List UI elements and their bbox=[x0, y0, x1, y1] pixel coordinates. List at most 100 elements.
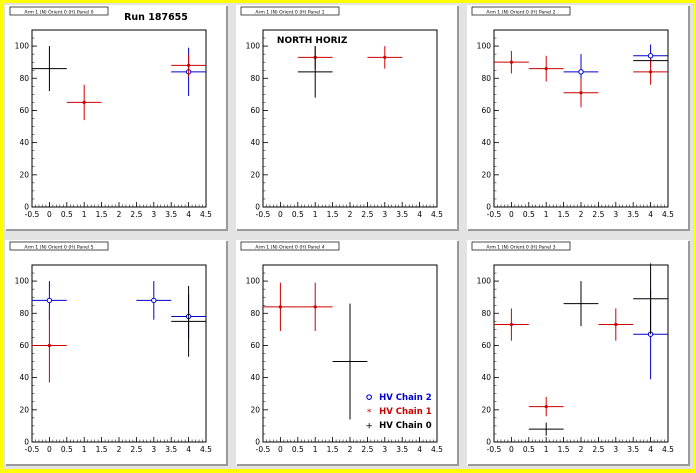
y-tick-label: 100 bbox=[246, 42, 261, 51]
x-tick-label: 0.5 bbox=[523, 210, 535, 219]
y-tick-label: 80 bbox=[481, 309, 491, 318]
panel-title: Arm 1 (N) Orient 0 (H) Panel 3 bbox=[486, 244, 555, 250]
star-marker bbox=[614, 322, 618, 327]
x-tick-label: 1 bbox=[313, 445, 318, 454]
y-tick-label: 20 bbox=[481, 170, 491, 179]
legend-label: HV Chain 0 bbox=[379, 421, 432, 431]
panel-title: Arm 1 (N) Orient 0 (H) Panel 2 bbox=[486, 9, 555, 15]
panel-title: Arm 1 (N) Orient 0 (H) Panel 5 bbox=[24, 244, 93, 250]
panel-0: Arm 1 (N) Orient 0 (H) Panel 0-0.5 0 0.5 1 1… bbox=[5, 5, 228, 231]
y-tick-label: 40 bbox=[481, 138, 491, 147]
x-tick-label: 2 bbox=[348, 445, 353, 454]
legend-marker: + bbox=[365, 422, 373, 432]
legend-label: HV Chain 1 bbox=[379, 407, 432, 417]
star-marker bbox=[509, 60, 513, 64]
y-tick-label: 80 bbox=[481, 74, 491, 83]
x-tick-label: 3 bbox=[382, 445, 387, 454]
data-point bbox=[32, 46, 67, 92]
x-tick-label: 2.5 bbox=[130, 445, 142, 454]
x-tick-label: 2.5 bbox=[361, 210, 373, 219]
y-tick-label: 60 bbox=[481, 341, 491, 350]
y-tick-label: 100 bbox=[15, 277, 30, 286]
data-point bbox=[263, 282, 298, 331]
panel-title-box bbox=[471, 241, 571, 251]
x-tick-label: 0 bbox=[509, 210, 514, 219]
panel-title-box bbox=[240, 241, 340, 251]
x-tick-label: 0 bbox=[47, 445, 52, 454]
star-marker bbox=[82, 100, 86, 105]
x-tick-label: 3.5 bbox=[165, 210, 177, 219]
y-tick-label: 20 bbox=[19, 405, 29, 414]
x-tick-label: 4 bbox=[648, 210, 653, 219]
x-tick-label: 0.5 bbox=[61, 445, 73, 454]
run-label: Run 187655 bbox=[124, 12, 188, 23]
x-tick-label: 4.5 bbox=[662, 210, 674, 219]
x-tick-label: 2.5 bbox=[592, 210, 604, 219]
x-tick-label: 0 bbox=[509, 445, 514, 454]
data-point bbox=[297, 282, 333, 331]
panel-bevel-dark bbox=[468, 6, 690, 231]
legend-label: HV Chain 2 bbox=[379, 393, 432, 403]
y-tick-label: 0 bbox=[486, 203, 491, 212]
panel-bevel-light bbox=[236, 240, 458, 465]
star-marker bbox=[544, 67, 548, 71]
y-tick-label: 20 bbox=[19, 170, 29, 179]
panel-bevel-light bbox=[5, 240, 227, 465]
panel-title-box bbox=[9, 6, 109, 16]
y-tick-label: 80 bbox=[250, 309, 260, 318]
data-point bbox=[528, 55, 564, 82]
y-tick-label: 40 bbox=[250, 373, 260, 382]
x-tick-label: 3.5 bbox=[396, 445, 408, 454]
x-tick-label: 2.5 bbox=[130, 210, 142, 219]
y-tick-label: 100 bbox=[246, 277, 261, 286]
panel-title-box bbox=[471, 6, 571, 16]
x-tick-label: 0.5 bbox=[292, 445, 304, 454]
star-marker bbox=[579, 91, 583, 95]
x-tick-label: 1 bbox=[313, 210, 318, 219]
x-tick-label: -0.5 bbox=[487, 210, 502, 219]
data-point bbox=[32, 308, 67, 383]
y-tick-label: 20 bbox=[250, 405, 260, 414]
panel-title: Arm 1 (N) Orient 0 (H) Panel 0 bbox=[24, 9, 93, 15]
y-tick-label: 60 bbox=[19, 341, 29, 350]
x-tick-label: 4.5 bbox=[200, 210, 212, 219]
plot-area bbox=[31, 264, 207, 443]
star-marker bbox=[187, 63, 191, 67]
x-tick-label: 3.5 bbox=[165, 445, 177, 454]
y-tick-label: 80 bbox=[19, 309, 29, 318]
panel-grid: Arm 1 (N) Orient 0 (H) Panel 0-0.5 0 0.5 1 1… bbox=[5, 5, 690, 466]
panel-bevel-light bbox=[467, 5, 689, 230]
x-tick-label: 0.5 bbox=[61, 210, 73, 219]
x-tick-label: 3.5 bbox=[627, 445, 639, 454]
panel-1: Arm 1 (N) Orient 0 (H) Panel 1-0.5 0 0.5 1 1… bbox=[236, 5, 459, 231]
x-tick-label: 0.5 bbox=[523, 445, 535, 454]
x-tick-label: 2.5 bbox=[592, 445, 604, 454]
panel-3: Arm 1 (N) Orient 0 (H) Panel 5-0.5 0 0.5 1 1… bbox=[5, 240, 228, 466]
y-tick-label: 100 bbox=[15, 42, 30, 51]
panel-bevel-dark bbox=[237, 241, 459, 466]
y-tick-label: 0 bbox=[24, 438, 29, 447]
star-marker bbox=[544, 405, 548, 409]
x-tick-label: -0.5 bbox=[25, 445, 40, 454]
y-tick-label: 0 bbox=[486, 438, 491, 447]
x-tick-label: 0 bbox=[278, 210, 283, 219]
star-marker bbox=[313, 305, 317, 309]
y-tick-label: 0 bbox=[255, 203, 260, 212]
y-tick-label: 20 bbox=[481, 405, 491, 414]
data-point bbox=[563, 78, 599, 108]
panel-bevel-light bbox=[236, 5, 458, 230]
x-tick-label: 4.5 bbox=[431, 445, 443, 454]
panel-title: Arm 1 (N) Orient 0 (H) Panel 1 bbox=[255, 9, 324, 15]
x-tick-label: 4 bbox=[186, 445, 191, 454]
x-tick-label: 1 bbox=[544, 445, 549, 454]
x-tick-label: 1.5 bbox=[558, 210, 570, 219]
x-tick-label: 1.5 bbox=[558, 445, 570, 454]
x-tick-label: 3 bbox=[382, 210, 387, 219]
x-tick-label: 4 bbox=[417, 445, 422, 454]
x-tick-label: 1 bbox=[82, 210, 87, 219]
x-tick-label: -0.5 bbox=[256, 210, 271, 219]
circle-marker bbox=[151, 297, 157, 304]
x-tick-label: 3 bbox=[151, 445, 156, 454]
y-tick-label: 100 bbox=[477, 277, 492, 286]
y-tick-label: 20 bbox=[250, 170, 260, 179]
